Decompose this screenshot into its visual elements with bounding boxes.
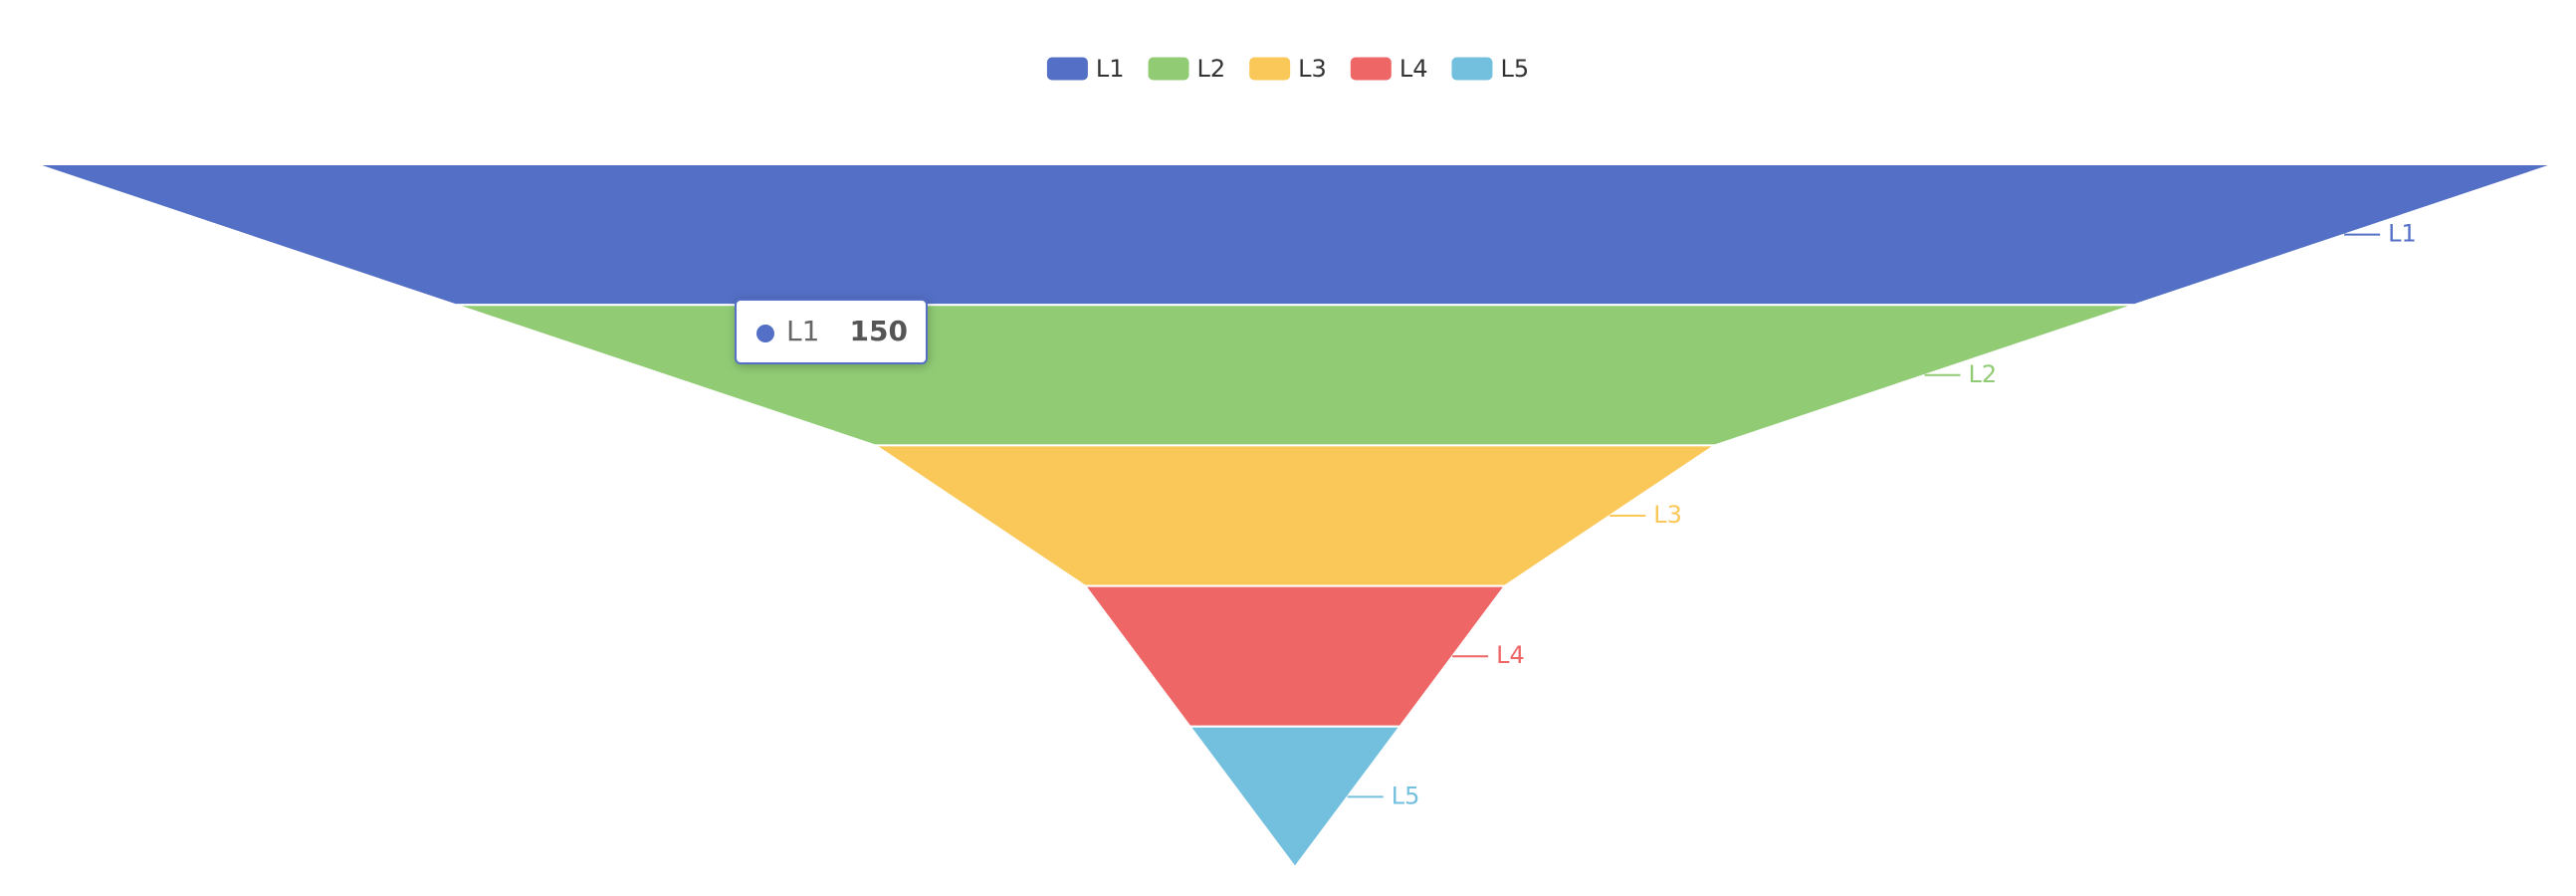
legend-item[interactable]: L2 [1148,55,1226,83]
segment-label: L1 [2388,220,2417,248]
legend-swatch [1148,57,1189,81]
legend-label: L4 [1399,55,1428,83]
legend-label: L2 [1197,55,1226,83]
tooltip-name: L1 [786,315,820,347]
tooltip-value: 150 [849,315,908,347]
funnel-segment [872,444,1718,587]
legend-label: L1 [1096,55,1125,83]
segment-label: L3 [1653,501,1682,529]
legend-swatch [1249,57,1291,81]
legend-item[interactable]: L1 [1046,55,1125,83]
legend-item[interactable]: L3 [1249,55,1327,83]
segment-label: L5 [1392,782,1420,809]
legend-label: L5 [1500,55,1529,83]
legend-label: L3 [1298,55,1327,83]
funnel-segment [455,304,2135,447]
legend-swatch [1046,57,1088,81]
legend: L1 L2 L3 L4 L5 [1046,55,1529,83]
segment-label: L4 [1496,641,1525,669]
funnel-segment [1083,584,1507,728]
tooltip-marker [756,325,774,342]
legend-swatch [1451,57,1493,81]
legend-item[interactable]: L4 [1350,55,1428,83]
tooltip: L1 150 [735,299,928,364]
legend-swatch [1350,57,1392,81]
funnel-segment [35,163,2555,307]
legend-item[interactable]: L5 [1451,55,1529,83]
funnel-segment [1187,725,1402,869]
segment-label: L2 [1969,360,1998,388]
